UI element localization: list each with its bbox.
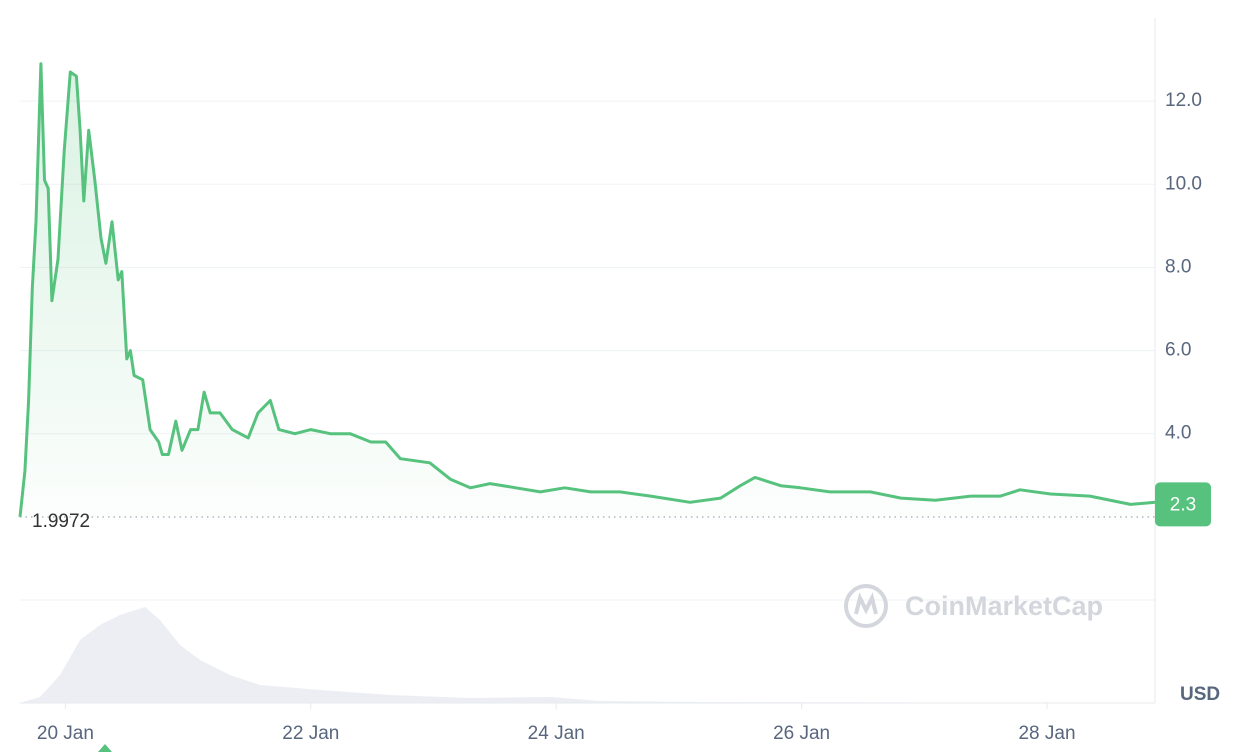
watermark-logo: [844, 584, 888, 628]
marker-triangle: [98, 744, 112, 752]
x-tick-label: 26 Jan: [773, 723, 830, 744]
watermark-text: CoinMarketCap: [905, 591, 1103, 621]
y-tick-label: 8.0: [1165, 256, 1191, 277]
volume-area: [20, 607, 1155, 703]
y-tick-label: 10.0: [1165, 173, 1202, 194]
price-area: [20, 63, 1155, 517]
x-tick-label: 24 Jan: [528, 723, 585, 744]
x-tick-label: 20 Jan: [37, 723, 94, 744]
y-tick-label: 12.0: [1165, 90, 1202, 111]
watermark: CoinMarketCap: [844, 584, 1103, 628]
price-line: [18, 62, 1156, 518]
y-tick-label: 4.0: [1165, 423, 1191, 444]
y-axis-unit: USD: [1180, 684, 1220, 705]
x-tick-label: 28 Jan: [1018, 723, 1075, 744]
watermark-logo-m: [854, 592, 878, 615]
price-badge: [1155, 482, 1211, 527]
price-badge-label: 2.3: [1170, 494, 1196, 515]
y-tick-label: 6.0: [1165, 340, 1191, 361]
x-tick-label: 22 Jan: [282, 723, 339, 744]
